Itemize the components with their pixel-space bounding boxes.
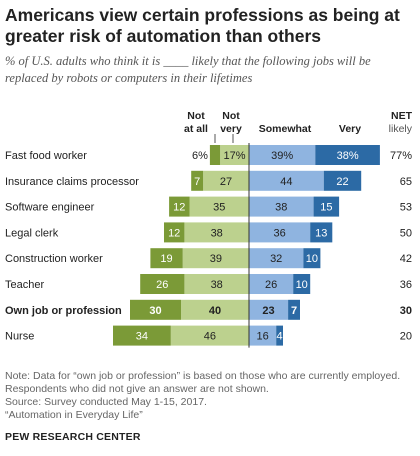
category-label: Nurse [5, 331, 34, 343]
value-very: 10 [306, 253, 318, 265]
bar-somewhat [249, 248, 304, 269]
value-net-likely: 77% [390, 150, 412, 162]
value-very: 22 [336, 176, 348, 188]
bar-not-at-all [130, 299, 181, 320]
chart-subtitle: % of U.S. adults who think it is ____ li… [5, 54, 371, 85]
header-somewhat: Somewhat [259, 123, 312, 135]
value-not-very: 38 [211, 227, 223, 239]
value-very: 13 [315, 227, 327, 239]
value-somewhat: 16 [256, 331, 268, 343]
value-not-at-all: 12 [168, 227, 180, 239]
value-somewhat: 32 [270, 253, 282, 265]
value-not-very: 39 [210, 253, 222, 265]
header-net: NET [391, 110, 413, 122]
value-not-very: 46 [204, 331, 216, 343]
source-line: Source: Survey conducted May 1-15, 2017. [5, 396, 207, 408]
value-somewhat: 26 [265, 279, 277, 291]
value-very: 15 [320, 202, 332, 214]
header-not-very-line2: very [220, 123, 242, 135]
value-net-likely: 20 [400, 331, 412, 343]
value-not-at-all: 26 [156, 279, 168, 291]
value-very: 10 [296, 279, 308, 291]
bar-not-very [184, 222, 249, 243]
header-very: Very [339, 123, 361, 135]
bar-very [276, 325, 283, 346]
value-not-very: 35 [213, 202, 225, 214]
value-net-likely: 30 [400, 305, 412, 317]
bar-somewhat [249, 196, 314, 217]
value-somewhat: 39% [271, 150, 293, 162]
category-label: Software engineer [5, 202, 95, 214]
bar-not-very [170, 325, 249, 346]
bar-very [310, 222, 333, 243]
bar-not-at-all [164, 222, 185, 243]
value-somewhat: 38 [275, 202, 287, 214]
value-very: 4 [277, 331, 283, 343]
header-net-likely: likely [389, 123, 413, 135]
bar-not-very [184, 274, 249, 294]
header-not-at-all-line2: at all [184, 123, 208, 135]
note-line-2: Respondents who did not give an answer a… [5, 383, 269, 395]
header-not-very-line1: Not [222, 110, 240, 122]
bar-very [323, 170, 362, 191]
value-not-very: 17% [224, 150, 246, 162]
value-not-at-all: 7 [194, 176, 200, 188]
bar-not-very [220, 145, 249, 165]
bar-somewhat [249, 170, 324, 191]
bar-not-very [189, 196, 249, 217]
bar-very [288, 299, 300, 320]
bar-somewhat [249, 325, 277, 346]
value-somewhat: 44 [280, 176, 292, 188]
value-not-at-all: 19 [160, 253, 172, 265]
category-label: Teacher [5, 279, 44, 291]
bar-very [303, 248, 321, 269]
bar-very [313, 196, 340, 217]
value-very: 7 [291, 305, 297, 317]
bar-not-at-all [150, 248, 183, 269]
note-line-1: Note: Data for “own job or profession” i… [5, 370, 401, 382]
bar-very [293, 274, 311, 294]
bar-not-at-all [191, 170, 204, 191]
category-label: Insurance claims processor [5, 176, 139, 188]
chart-title: Americans view certain professions as be… [5, 5, 400, 46]
value-not-very: 38 [211, 279, 223, 291]
value-not-very: 27 [220, 176, 232, 188]
category-label: Fast food worker [5, 150, 87, 162]
bar-not-at-all [113, 325, 171, 346]
bar-somewhat [249, 145, 316, 165]
value-not-at-all: 12 [173, 202, 185, 214]
bar-not-very [181, 299, 249, 320]
value-somewhat: 36 [273, 227, 285, 239]
value-very: 38% [337, 150, 359, 162]
category-label: Own job or profession [5, 305, 122, 317]
bar-not-at-all [169, 196, 190, 217]
report-title-line: “Automation in Everyday Life” [5, 409, 143, 421]
bar-somewhat [249, 274, 294, 294]
bar-very [315, 145, 380, 165]
value-not-at-all: 30 [149, 305, 161, 317]
value-not-very: 40 [209, 305, 221, 317]
value-not-at-all: 34 [136, 331, 148, 343]
category-label: Legal clerk [5, 227, 59, 239]
bar-not-at-all [209, 145, 221, 165]
value-not-at-all: 6% [192, 150, 208, 162]
value-net-likely: 36 [400, 279, 412, 291]
pew-logo-text: PEW RESEARCH CENTER [5, 431, 141, 443]
value-somewhat: 23 [262, 305, 274, 317]
bar-not-very [182, 248, 249, 269]
bar-not-at-all [140, 274, 185, 294]
value-net-likely: 53 [400, 202, 412, 214]
header-not-at-all-line1: Not [187, 110, 205, 122]
value-net-likely: 50 [400, 227, 412, 239]
category-label: Construction worker [5, 253, 103, 265]
value-net-likely: 65 [400, 176, 412, 188]
bar-somewhat [249, 222, 311, 243]
value-net-likely: 42 [400, 253, 412, 265]
bar-somewhat [249, 299, 289, 320]
bar-not-very [203, 170, 249, 191]
